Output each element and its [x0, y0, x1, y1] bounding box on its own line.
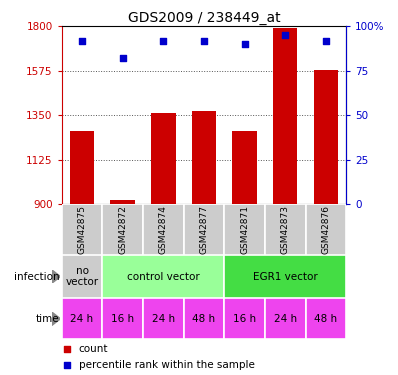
Text: GSM42874: GSM42874 [159, 205, 168, 254]
Text: control vector: control vector [127, 272, 200, 282]
Text: 16 h: 16 h [233, 314, 256, 324]
Point [160, 38, 166, 44]
Text: 24 h: 24 h [70, 314, 94, 324]
FancyBboxPatch shape [306, 204, 346, 255]
Point [282, 32, 289, 38]
Point [242, 41, 248, 47]
FancyBboxPatch shape [265, 298, 306, 339]
FancyBboxPatch shape [183, 298, 224, 339]
Point [64, 346, 70, 352]
Bar [111, 200, 135, 204]
Text: 48 h: 48 h [192, 314, 216, 324]
FancyBboxPatch shape [102, 255, 224, 298]
Text: GSM42872: GSM42872 [118, 205, 127, 254]
FancyBboxPatch shape [306, 298, 346, 339]
Text: GSM42876: GSM42876 [322, 205, 330, 254]
FancyBboxPatch shape [224, 298, 265, 339]
Point [323, 38, 329, 44]
Text: GSM42877: GSM42877 [199, 205, 209, 254]
FancyBboxPatch shape [62, 204, 102, 255]
Title: GDS2009 / 238449_at: GDS2009 / 238449_at [128, 11, 280, 25]
Text: percentile rank within the sample: percentile rank within the sample [79, 360, 255, 370]
Bar [192, 111, 216, 204]
Point [201, 38, 207, 44]
FancyBboxPatch shape [183, 204, 224, 255]
Text: time: time [36, 314, 60, 324]
Point [64, 362, 70, 368]
Polygon shape [52, 312, 60, 326]
Bar [273, 28, 297, 204]
Text: 48 h: 48 h [314, 314, 338, 324]
Bar [314, 70, 338, 204]
FancyBboxPatch shape [102, 298, 143, 339]
Text: 24 h: 24 h [274, 314, 297, 324]
FancyBboxPatch shape [224, 204, 265, 255]
FancyBboxPatch shape [143, 298, 183, 339]
Text: GSM42871: GSM42871 [240, 205, 249, 254]
Point [79, 38, 85, 44]
FancyBboxPatch shape [265, 204, 306, 255]
Bar [70, 131, 94, 204]
Point [119, 56, 126, 62]
FancyBboxPatch shape [224, 255, 346, 298]
Text: GSM42873: GSM42873 [281, 205, 290, 254]
FancyBboxPatch shape [143, 204, 183, 255]
FancyBboxPatch shape [62, 298, 102, 339]
Text: no
vector: no vector [65, 266, 99, 287]
Text: 16 h: 16 h [111, 314, 134, 324]
Text: GSM42875: GSM42875 [78, 205, 86, 254]
Text: infection: infection [14, 272, 60, 282]
FancyBboxPatch shape [102, 204, 143, 255]
Text: EGR1 vector: EGR1 vector [253, 272, 318, 282]
FancyBboxPatch shape [62, 255, 102, 298]
Bar [151, 113, 176, 204]
Text: 24 h: 24 h [152, 314, 175, 324]
Polygon shape [52, 270, 60, 284]
Bar [232, 131, 257, 204]
Text: count: count [79, 344, 108, 354]
